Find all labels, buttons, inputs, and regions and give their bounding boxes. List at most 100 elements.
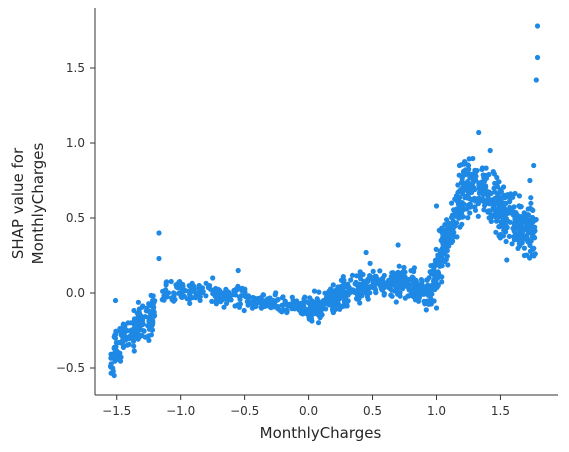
scatter-point [149,323,155,329]
scatter-point [517,217,524,223]
scatter-point [509,241,515,247]
scatter-point [525,212,531,218]
scatter-point [496,224,502,230]
scatter-point [239,285,245,291]
scatter-point [477,180,483,187]
scatter-point [528,200,534,206]
scatter-point [347,290,353,296]
scatter-point [406,286,412,293]
scatter-point [443,229,449,235]
scatter-point [394,270,400,276]
scatter-point [433,305,440,311]
scatter-point [529,214,536,221]
scatter-point [290,297,296,303]
scatter-point [495,201,502,207]
scatter-point [534,54,541,61]
scatter-point [367,273,373,279]
scatter-point [130,338,137,344]
scatter-point [479,165,485,171]
scatter-point [356,295,362,302]
scatter-point [288,302,294,308]
scatter-point [353,279,359,285]
scatter-point [314,303,320,309]
scatter-point [492,189,498,195]
scatter-point [504,192,510,198]
scatter-point [395,291,401,297]
scatter-point [506,233,512,239]
scatter-point [465,187,471,193]
scatter-point [342,294,348,300]
scatter-point [466,166,472,172]
scatter-point [472,167,478,173]
scatter-point [235,302,241,308]
scatter-point [468,204,474,210]
scatter-point [530,230,537,236]
scatter-point [517,243,523,249]
scatter-point [476,129,482,136]
scatter-point [278,308,285,314]
scatter-point [483,189,489,195]
scatter-point [406,277,413,283]
scatter-point [532,235,538,241]
scatter-point [534,23,541,29]
scatter-point [311,288,318,294]
scatter-point [423,300,429,306]
scatter-point [301,296,307,302]
scatter-point [127,333,133,339]
x-axis-label: MonthlyCharges [260,424,382,442]
scatter-point [331,290,337,296]
scatter-point [427,297,433,304]
scatter-point [111,372,117,379]
scatter-point [451,207,457,213]
scatter-point [459,188,465,194]
scatter-point [306,312,312,319]
scatter-point [237,296,243,303]
scatter-point [441,258,448,264]
scatter-point [151,304,157,310]
scatter-point [114,348,120,354]
scatter-point [222,289,228,295]
scatter-point [108,355,114,361]
scatter-point [221,304,227,310]
scatter-point [459,214,465,220]
scatter-point [494,218,501,224]
scatter-point [431,277,437,283]
scatter-point [527,177,533,184]
scatter-point [527,255,533,261]
scatter-point [310,305,316,311]
scatter-point [502,206,508,212]
scatter-point [377,268,383,274]
scatter-point [485,194,491,201]
scatter-point [410,281,416,287]
scatter-point [171,290,177,296]
scatter-point [516,193,523,199]
scatter-point [507,197,513,203]
scatter-point [472,207,479,213]
scatter-point [486,171,492,178]
scatter-point [531,162,537,169]
scatter-point [441,239,447,245]
y-tick-label: 1.0 [66,136,85,150]
scatter-point [481,207,487,213]
scatter-point [203,280,209,286]
scatter-point [496,179,502,185]
scatter-point [389,270,395,276]
scatter-point [438,249,444,255]
scatter-point [114,353,120,359]
scatter-point [328,300,334,306]
scatter-point [117,358,124,364]
scatter-point [348,277,354,283]
scatter-point [294,302,300,308]
scatter-point [129,327,135,334]
scatter-point [213,298,219,304]
scatter-point [311,311,317,317]
scatter-point [408,268,414,274]
scatter-point [497,235,503,241]
scatter-point [455,206,461,212]
scatter-point [373,289,379,295]
scatter-point [232,292,239,298]
scatter-point [324,290,330,297]
scatter-point [317,311,323,317]
scatter-point [446,240,452,246]
scatter-point [510,225,516,231]
